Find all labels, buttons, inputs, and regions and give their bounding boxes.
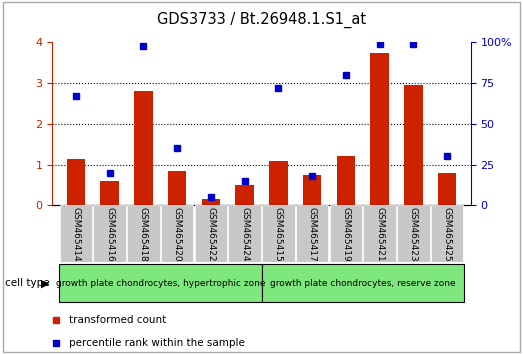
Bar	[168, 171, 186, 205]
Polygon shape	[127, 205, 160, 262]
Text: GSM465425: GSM465425	[442, 207, 451, 262]
Polygon shape	[195, 205, 227, 262]
Text: GSM465418: GSM465418	[139, 207, 148, 262]
Bar	[438, 173, 457, 205]
Text: GSM465414: GSM465414	[72, 207, 81, 262]
Polygon shape	[262, 205, 294, 262]
Bar	[370, 53, 389, 205]
Polygon shape	[262, 264, 464, 302]
Text: ▶: ▶	[41, 278, 50, 288]
Bar	[269, 161, 288, 205]
Polygon shape	[363, 205, 396, 262]
Polygon shape	[329, 205, 362, 262]
Bar	[100, 181, 119, 205]
Bar	[66, 159, 85, 205]
Polygon shape	[296, 205, 328, 262]
Text: GSM465421: GSM465421	[375, 207, 384, 262]
Text: GSM465424: GSM465424	[240, 207, 249, 262]
Bar	[235, 185, 254, 205]
Text: growth plate chondrocytes, hypertrophic zone: growth plate chondrocytes, hypertrophic …	[55, 279, 265, 288]
Text: GSM465423: GSM465423	[409, 207, 418, 262]
Text: GDS3733 / Bt.26948.1.S1_at: GDS3733 / Bt.26948.1.S1_at	[157, 12, 366, 28]
Text: GSM465419: GSM465419	[342, 207, 350, 262]
Text: percentile rank within the sample: percentile rank within the sample	[69, 338, 245, 348]
Text: GSM465416: GSM465416	[105, 207, 114, 262]
Bar	[404, 85, 423, 205]
Polygon shape	[431, 205, 463, 262]
Polygon shape	[229, 205, 261, 262]
Text: GSM465417: GSM465417	[308, 207, 316, 262]
Bar	[303, 175, 322, 205]
Bar	[134, 91, 153, 205]
Polygon shape	[59, 264, 262, 302]
Bar	[201, 199, 220, 205]
Text: GSM465415: GSM465415	[274, 207, 283, 262]
Polygon shape	[60, 205, 92, 262]
Polygon shape	[397, 205, 429, 262]
Text: GSM465420: GSM465420	[173, 207, 181, 262]
Text: GSM465422: GSM465422	[207, 207, 215, 262]
Text: growth plate chondrocytes, reserve zone: growth plate chondrocytes, reserve zone	[270, 279, 456, 288]
Text: transformed count: transformed count	[69, 315, 166, 325]
Text: cell type: cell type	[5, 278, 50, 288]
Polygon shape	[161, 205, 194, 262]
Bar	[337, 156, 355, 205]
Polygon shape	[94, 205, 126, 262]
